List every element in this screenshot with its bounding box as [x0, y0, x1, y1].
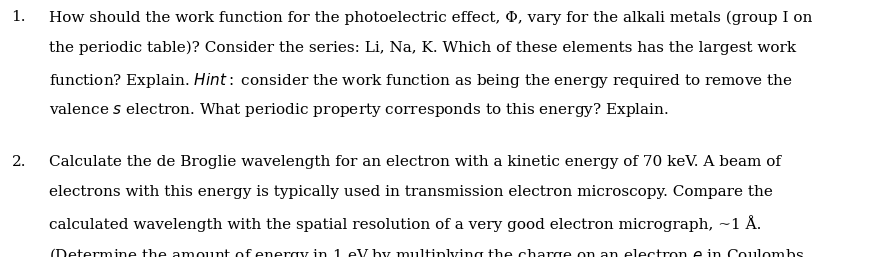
Text: function? Explain. $\it{Hint:}$ consider the work function as being the energy r: function? Explain. $\it{Hint:}$ consider…: [49, 71, 793, 90]
Text: valence $\it{s}$ electron. What periodic property corresponds to this energy? Ex: valence $\it{s}$ electron. What periodic…: [49, 101, 669, 119]
Text: the periodic table)? Consider the series: Li, Na, K. Which of these elements has: the periodic table)? Consider the series…: [49, 41, 796, 55]
Text: (Determine the amount of energy in 1 eV by multiplying the charge on an electron: (Determine the amount of energy in 1 eV …: [49, 246, 804, 257]
Text: electrons with this energy is typically used in transmission electron microscopy: electrons with this energy is typically …: [49, 185, 773, 199]
Text: 1.: 1.: [12, 10, 26, 24]
Text: How should the work function for the photoelectric effect, Φ, vary for the alkal: How should the work function for the pho…: [49, 10, 812, 25]
Text: calculated wavelength with the spatial resolution of a very good electron microg: calculated wavelength with the spatial r…: [49, 215, 761, 232]
Text: Calculate the de Broglie wavelength for an electron with a kinetic energy of 70 : Calculate the de Broglie wavelength for …: [49, 155, 781, 169]
Text: 2.: 2.: [12, 155, 26, 169]
